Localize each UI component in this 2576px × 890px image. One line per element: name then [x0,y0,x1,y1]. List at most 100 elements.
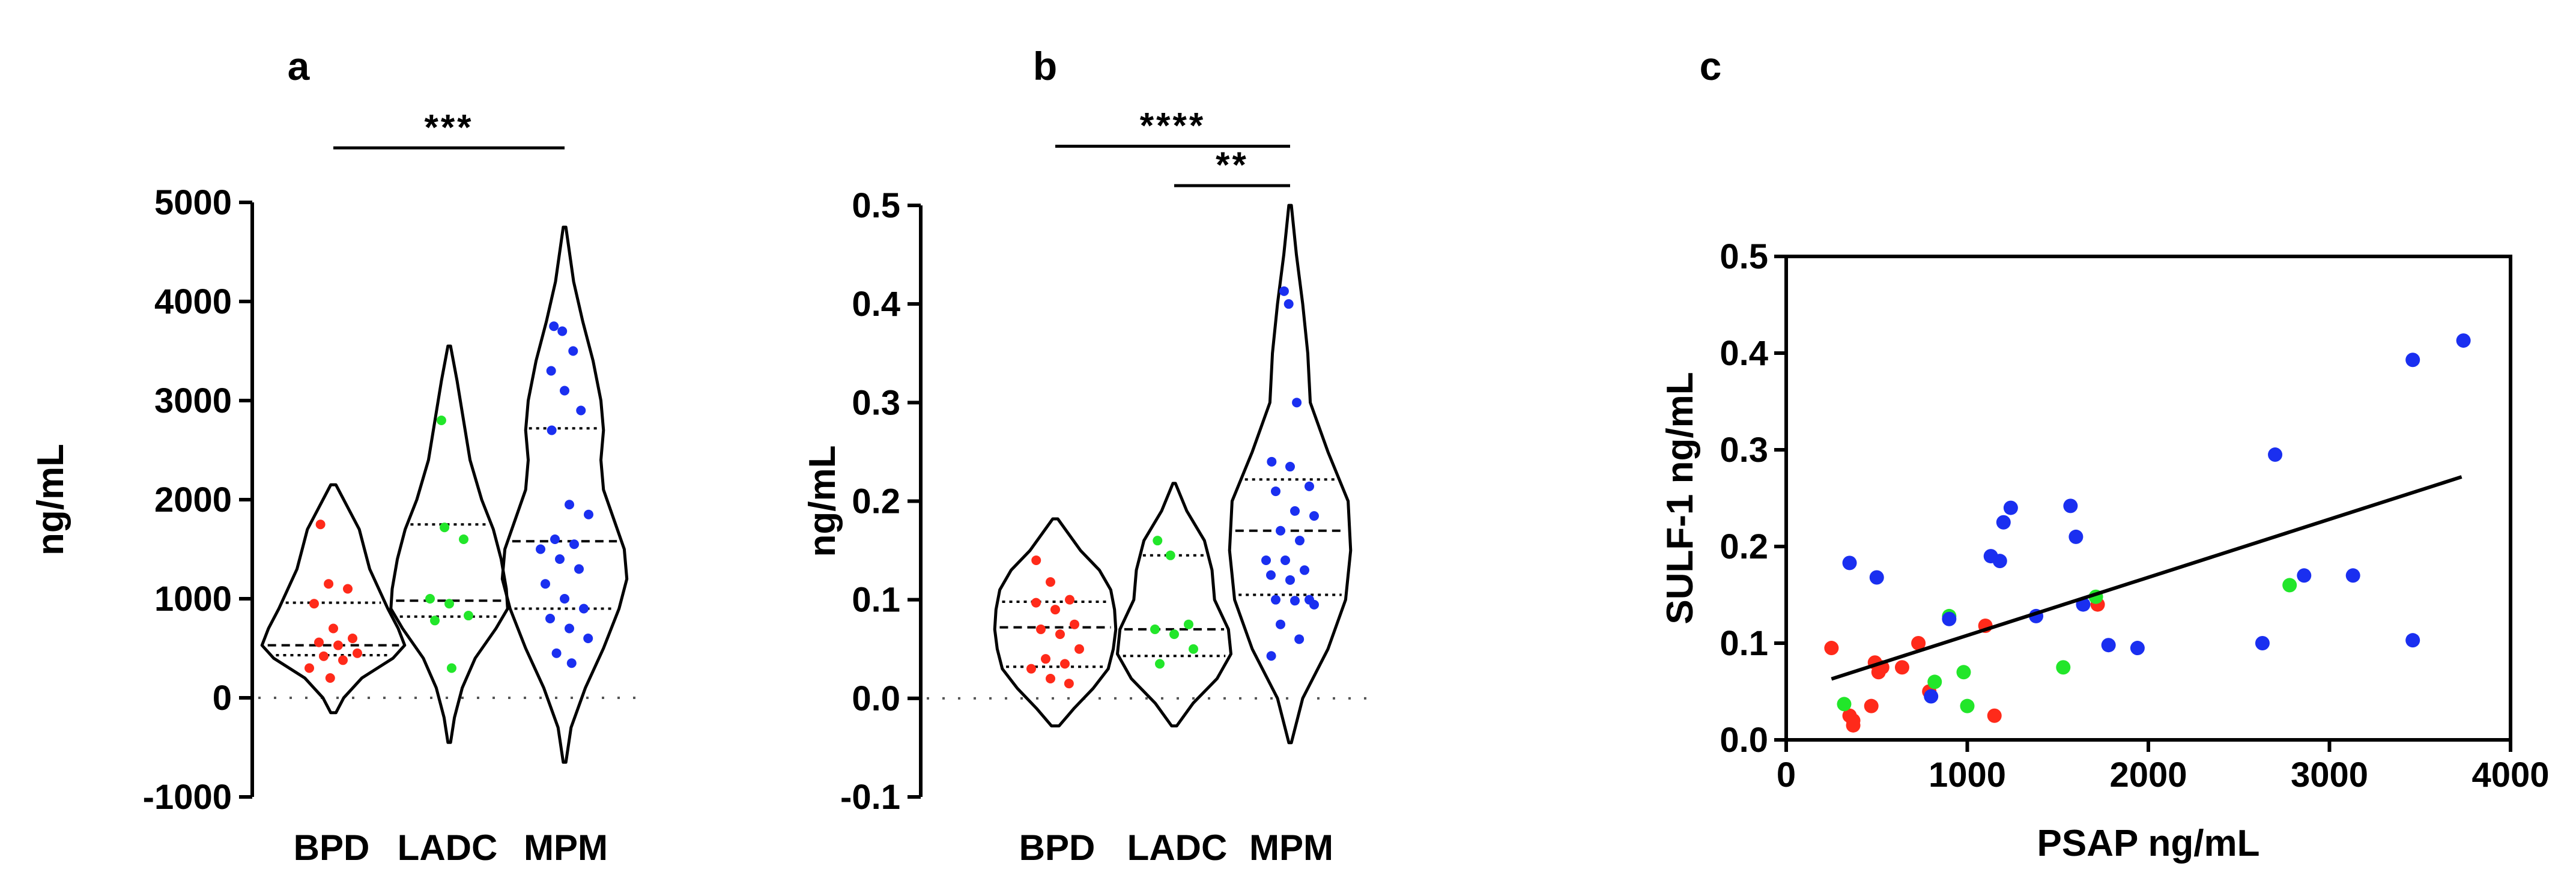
data-point-mpm [549,321,559,331]
data-point-mpm [584,509,593,519]
data-point-mpm [579,604,589,614]
violin-bpd [260,483,407,715]
y-axis-title: ng/mL [30,444,71,555]
data-point-bpd [305,663,314,673]
y-tick-label: 0.2 [852,482,900,521]
data-point-bpd [319,651,329,661]
y-tick-label: 0.1 [1720,624,1768,663]
data-point-bpd [325,673,335,683]
data-point-mpm [536,544,545,554]
y-tick-label: 0.3 [1720,431,1768,470]
y-tick-label: 5000 [154,183,232,222]
data-point-bpd [1864,698,1879,713]
data-point-mpm [565,623,574,634]
data-point-mpm [557,326,568,336]
y-tick-label: 0 [213,679,232,718]
data-point-mpm [546,366,556,376]
data-point-mpm [541,579,550,589]
data-point-mpm [2405,633,2420,648]
data-point-mpm [545,614,555,623]
y-tick-label: 4000 [154,282,232,321]
data-point-ladc [444,599,454,609]
data-point-ladc [464,611,473,621]
data-point-bpd [1074,644,1084,654]
data-point-mpm [1300,565,1309,575]
data-point-ladc [1184,619,1193,629]
data-point-mpm [2003,500,2018,515]
violin-ladc [389,344,509,744]
data-point-bpd [1911,636,1926,650]
data-point-bpd [1055,629,1065,640]
data-point-mpm [1279,286,1289,296]
data-point-mpm [2130,641,2145,656]
data-point-mpm [1294,634,1305,644]
y-tick-label: 0.0 [1720,721,1768,760]
data-point-bpd [338,655,348,665]
data-point-ladc [1153,536,1163,546]
category-label: BPD [1019,828,1096,868]
data-point-ladc [1169,629,1179,640]
data-point-ladc [446,663,456,673]
data-point-mpm [555,554,565,564]
data-point-ladc [440,522,450,533]
y-tick-label: 3000 [154,381,232,420]
data-point-ladc [1155,659,1165,669]
x-tick-label: 3000 [2291,755,2368,795]
data-point-mpm [1285,462,1295,472]
data-point-mpm [1295,536,1305,546]
data-point-mpm [1285,575,1295,585]
y-tick-label: 0.5 [1720,237,1768,276]
panel-a: a 5000 4000 3000 2000 1000 0 -1000 ng/mL BPD LADC M… [30,44,646,868]
data-point-bpd [1070,619,1079,629]
data-point-mpm [1305,481,1314,491]
data-point-ladc [1150,624,1160,634]
data-point-mpm [1276,619,1285,629]
data-point-mpm [1266,651,1276,661]
data-point-mpm [2345,568,2360,583]
significance-label: ** [1216,145,1249,185]
data-point-mpm [2456,333,2471,348]
data-point-bpd [1036,624,1046,634]
data-point-mpm [1924,689,1939,704]
data-point-mpm [1309,599,1319,610]
y-tick-label: 0.5 [852,186,900,225]
data-point-ladc [1927,674,1942,689]
panel-label: b [1033,44,1057,88]
violin-bpd [993,517,1118,728]
data-point-bpd [1894,660,1909,675]
data-point-mpm [2255,636,2270,650]
data-point-mpm [1942,611,1957,626]
x-axis-title: PSAP ng/mL [2037,823,2260,864]
data-point-bpd [1026,664,1036,674]
data-point-mpm [1267,456,1277,467]
data-point-mpm [2101,638,2116,653]
y-axis-title: SULF-1 ng/mL [1659,372,1701,624]
data-point-ladc [1956,665,1971,680]
significance-label: **** [1140,106,1205,146]
panel-b: b 0.5 0.4 0.3 0.2 0.1 0.0 -0.1 ng/mL BPD LADC MPM **… [802,44,1366,868]
data-point-mpm [1292,398,1302,408]
data-point-mpm [2068,529,2084,544]
data-point-mpm [1276,525,1285,536]
data-point-bpd [309,599,319,609]
data-point-bpd [1046,674,1055,683]
data-point-mpm [1271,486,1280,497]
category-label: LADC [1127,828,1228,868]
x-tick-label: 2000 [2109,755,2187,795]
data-point-mpm [568,346,578,356]
significance-label: *** [424,107,473,147]
data-point-mpm [2063,498,2078,513]
data-point-mpm [1842,555,1857,571]
y-tick-label: 0.2 [1720,527,1768,566]
data-point-mpm [1309,511,1319,521]
data-point-bpd [1846,718,1861,733]
data-point-mpm [1290,506,1300,516]
data-point-bpd [1065,595,1074,605]
data-point-mpm [1261,555,1271,565]
y-axis-title: ng/mL [802,446,843,557]
violin-mpm [1228,204,1353,745]
data-point-bpd [314,637,324,647]
data-point-mpm [576,405,586,416]
y-tick-label: 0.3 [852,383,900,422]
data-point-bpd [329,623,338,634]
